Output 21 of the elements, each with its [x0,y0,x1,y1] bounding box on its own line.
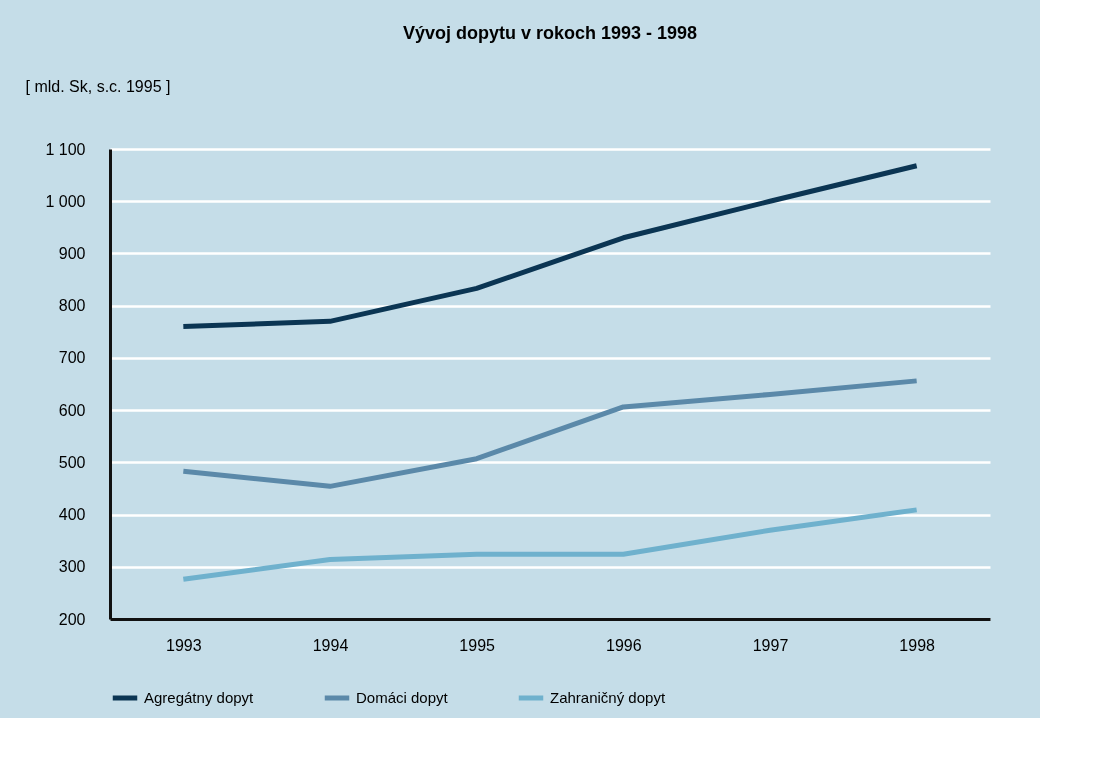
x-tick-label: 1998 [899,636,936,654]
legend-label: Zahraničný dopyt [550,689,666,706]
y-tick-label: 700 [58,349,86,367]
y-tick-label: 300 [58,558,86,576]
x-tick-label: 1993 [166,636,202,654]
chart-title: Vývoj dopytu v rokoch 1993 - 1998 [402,23,698,43]
y-tick-label: 1 100 [45,140,86,158]
x-tick-label: 1997 [752,636,789,654]
legend-label: Domáci dopyt [356,689,449,706]
y-tick-label: 800 [58,297,86,315]
legend-label: Agregátny dopyt [144,689,255,706]
x-tick-label: 1994 [312,636,349,654]
y-axis-title: [ mld. Sk, s.c. 1995 ] [25,77,171,95]
x-tick-label: 1996 [606,636,642,654]
y-tick-label: 900 [58,244,86,262]
y-tick-label: 600 [58,401,86,419]
y-tick-label: 1 000 [45,192,86,210]
y-tick-label: 500 [58,453,86,471]
x-tick-label: 1995 [459,636,496,654]
y-tick-label: 200 [58,610,86,628]
y-tick-label: 400 [58,506,86,524]
